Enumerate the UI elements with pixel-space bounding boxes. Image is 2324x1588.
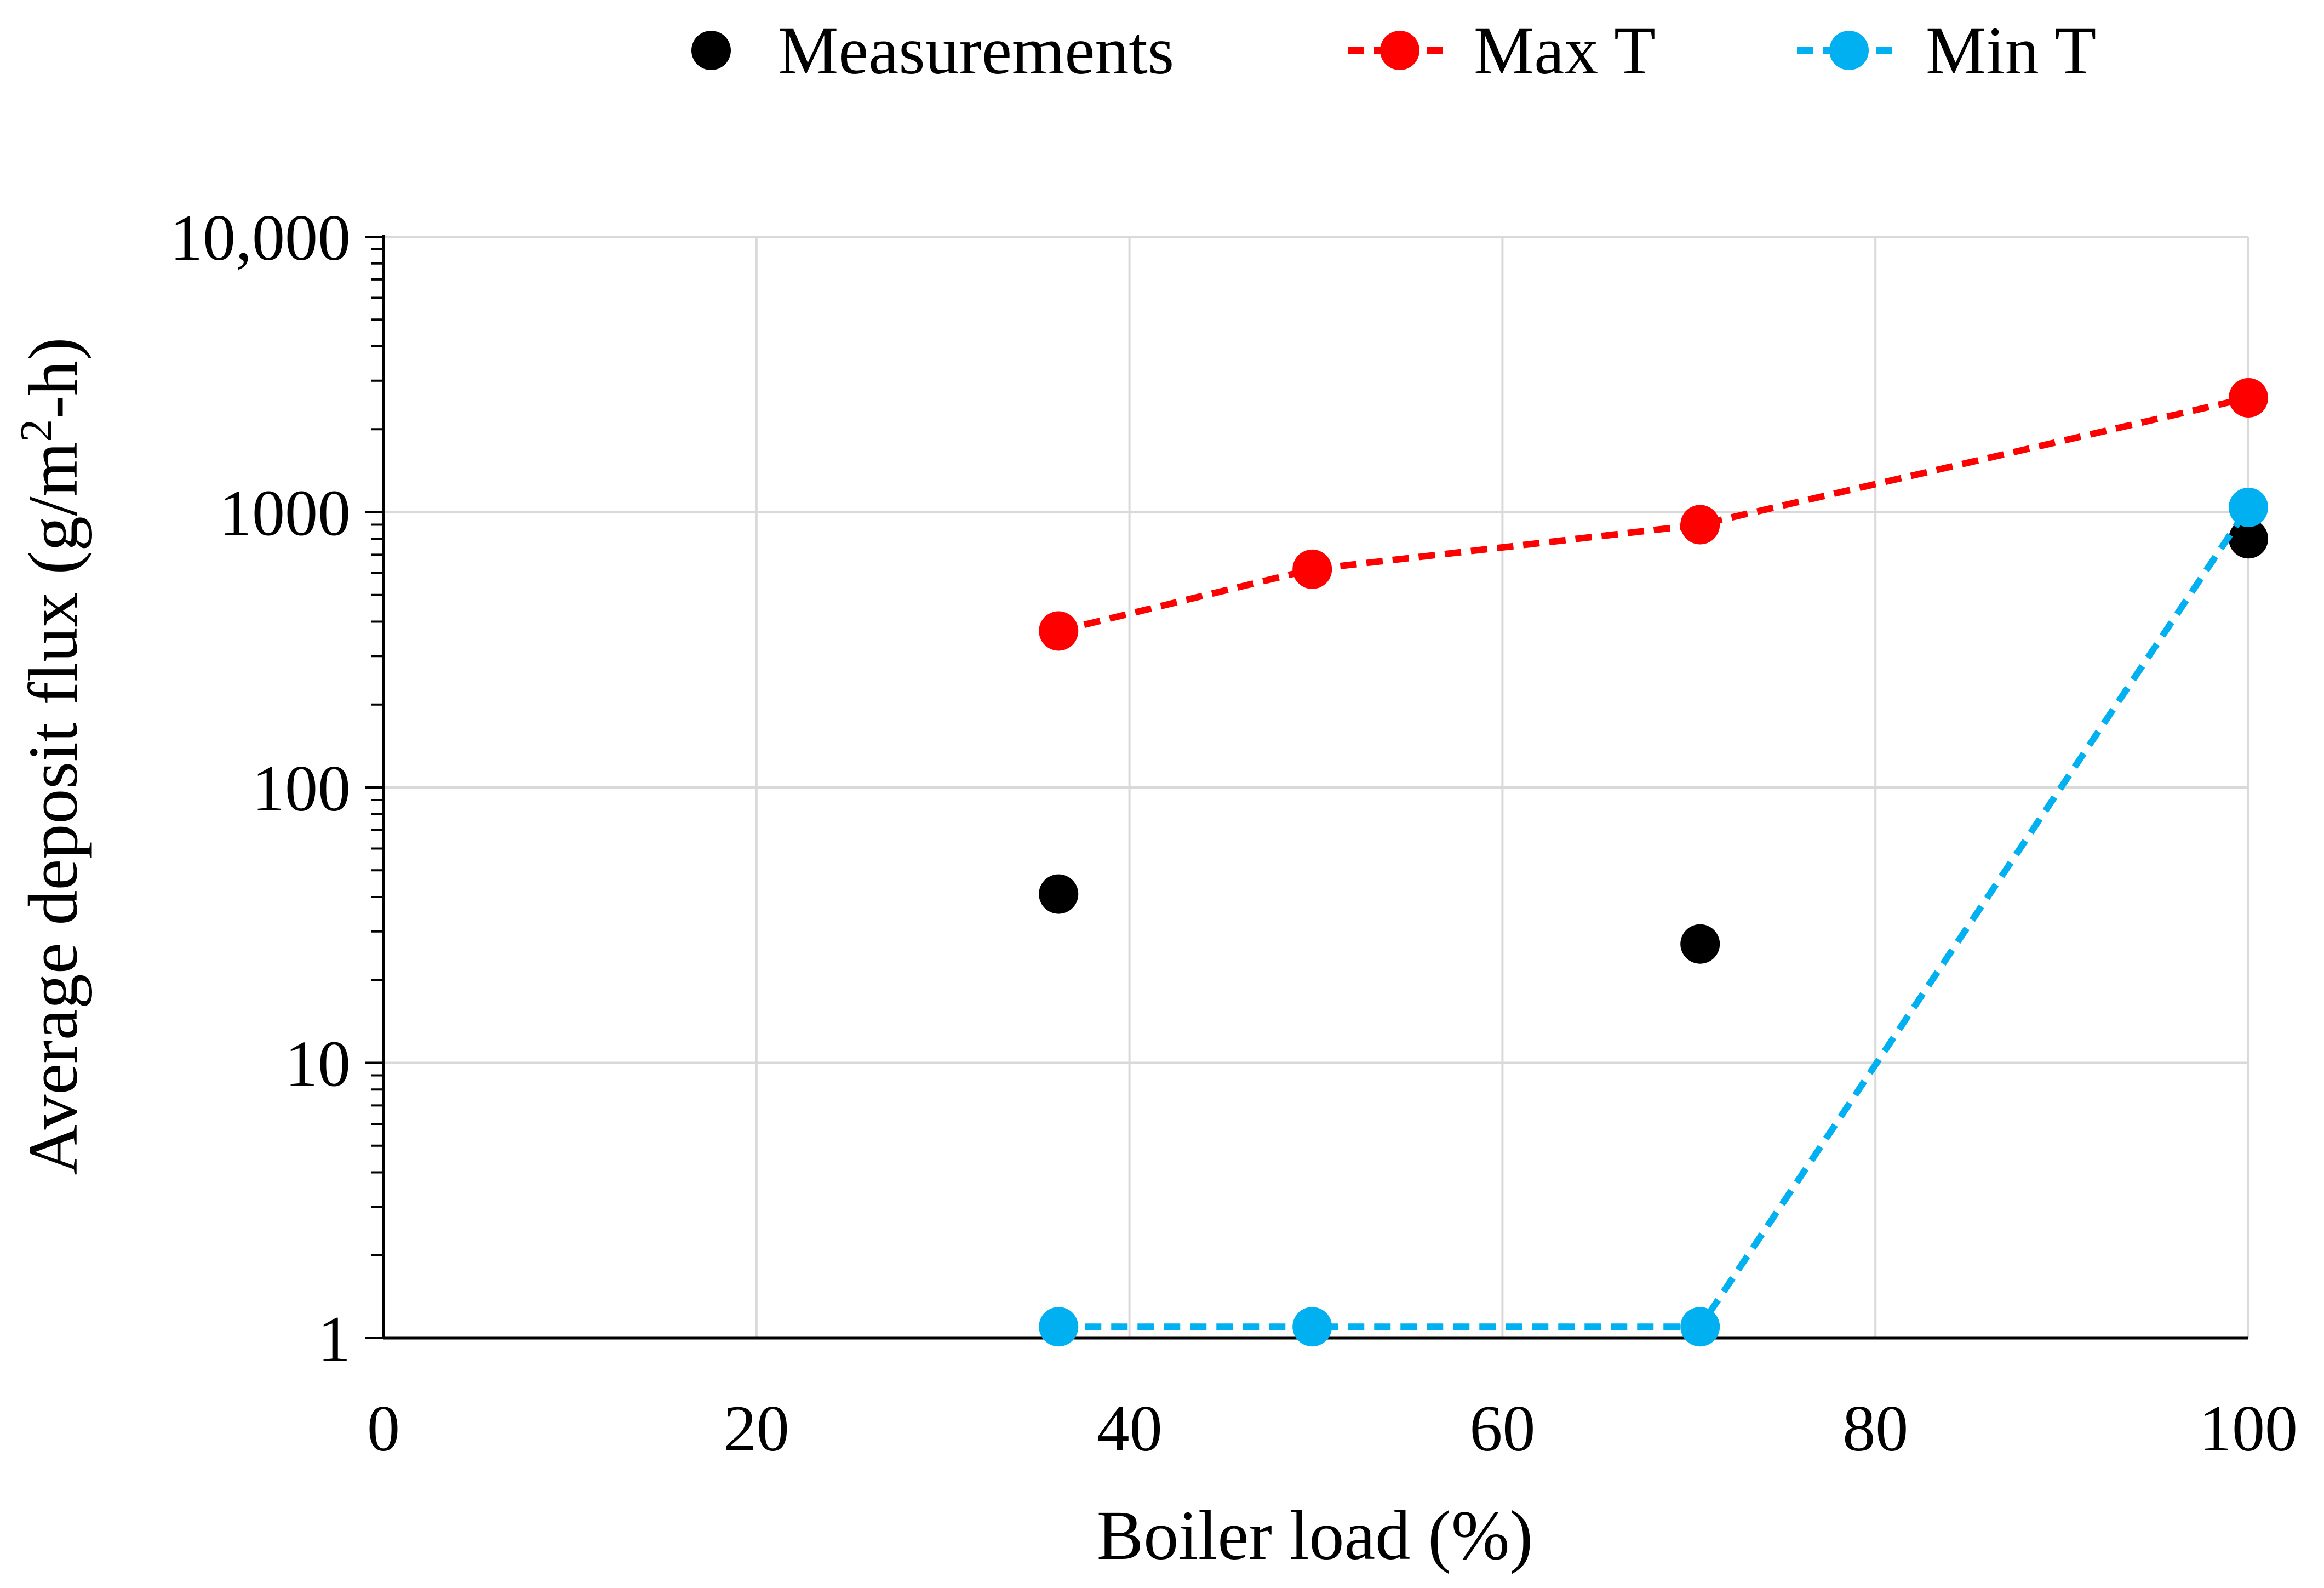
x-tick-label: 20 — [724, 1392, 789, 1465]
y-axis-label: Average deposit flux (g/m2-h) — [11, 338, 92, 1175]
y-axis-label-superscript: 2 — [11, 419, 62, 442]
data-point-max-t — [1680, 505, 1720, 545]
grid-lines — [383, 236, 2249, 1338]
data-point-measurements — [1039, 874, 1079, 914]
legend-marker-measurements — [691, 31, 731, 70]
x-tick-label: 40 — [1097, 1392, 1163, 1465]
x-tick-label: 0 — [367, 1392, 400, 1465]
legend-label-max-t: Max T — [1474, 13, 1656, 88]
data-point-max-t — [1039, 611, 1079, 651]
legend-marker-min-t — [1829, 31, 1869, 70]
legend: Measurements Max T Min T — [691, 13, 2096, 88]
data-point-min-t — [1039, 1307, 1079, 1347]
y-axis-label-main: Average deposit flux (g/m — [14, 442, 92, 1175]
data-point-min-t — [1680, 1307, 1720, 1347]
tick-labels: 0 20 40 60 80 100 1 10 100 1000 10,000 — [170, 201, 2298, 1465]
series-line-min-t — [1058, 505, 2251, 1330]
series-max-t — [1039, 378, 2268, 651]
y-tick-label: 1000 — [219, 477, 351, 550]
x-tick-label: 80 — [1842, 1392, 1908, 1465]
data-point-measurements — [1680, 924, 1720, 964]
legend-marker-max-t — [1380, 31, 1419, 70]
y-tick-label: 10,000 — [170, 201, 351, 274]
series-min-t — [1039, 487, 2268, 1347]
y-tick-label: 1 — [318, 1303, 351, 1375]
series-line-max-t — [1057, 395, 2249, 635]
data-point-max-t — [2229, 378, 2268, 418]
data-series — [1039, 378, 2268, 1347]
legend-entry-min-t: Min T — [1797, 13, 2096, 88]
legend-entry-max-t: Max T — [1348, 13, 1656, 88]
y-tick-label: 100 — [252, 752, 351, 825]
data-point-min-t — [1292, 1307, 1332, 1347]
x-tick-label: 60 — [1469, 1392, 1535, 1465]
x-axis-label: Boiler load (%) — [1097, 1496, 1533, 1574]
data-point-max-t — [1292, 549, 1332, 589]
legend-label-min-t: Min T — [1926, 13, 2096, 88]
data-point-measurements — [2229, 519, 2268, 559]
series-measurements — [1039, 519, 2268, 964]
data-point-min-t — [2229, 487, 2268, 527]
legend-label-measurements: Measurements — [778, 13, 1174, 88]
x-tick-label: 100 — [2199, 1392, 2298, 1465]
legend-entry-measurements: Measurements — [691, 13, 1174, 88]
y-tick-label: 10 — [285, 1027, 351, 1100]
y-axis-label-tail: -h) — [14, 338, 92, 419]
